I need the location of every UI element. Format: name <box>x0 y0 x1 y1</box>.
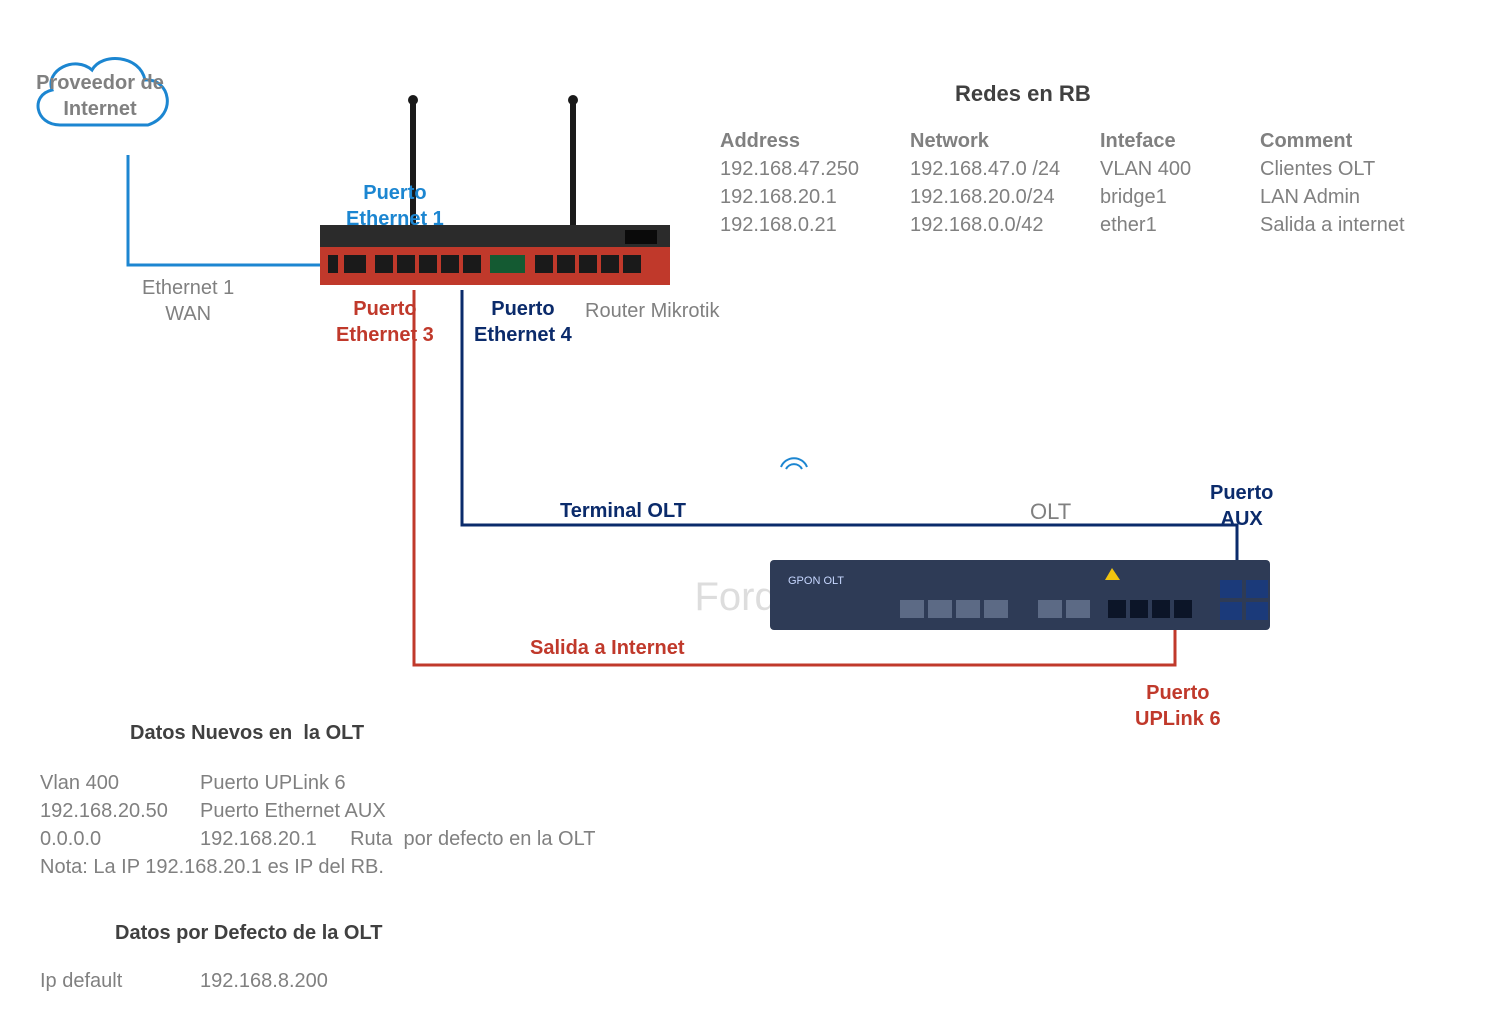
dn-cell: 0.0.0.0 <box>40 826 101 852</box>
router-name-label: Router Mikrotik <box>585 298 719 324</box>
rb-cell: LAN Admin <box>1260 184 1360 210</box>
dn-cell: 192.168.20.1 Ruta por defecto en la OLT <box>200 826 595 852</box>
rb-cell: 192.168.47.250 <box>720 156 859 182</box>
watermark-prefix: Ford <box>694 575 776 619</box>
rb-cell: 192.168.0.0/42 <box>910 212 1043 238</box>
port-label-uplink6: Puerto UPLink 6 <box>1135 680 1221 732</box>
dn-nota: Nota: La IP 192.168.20.1 es IP del RB. <box>40 854 384 880</box>
router-device <box>320 225 670 285</box>
dn-cell: Puerto UPLink 6 <box>200 770 346 796</box>
rb-col-header: Network <box>910 128 989 154</box>
rb-cell: 192.168.20.1 <box>720 184 837 210</box>
olt-name-label: OLT <box>1030 498 1071 527</box>
port-label-eth1: Puerto Ethernet 1 <box>346 180 444 232</box>
redes-rb-title: Redes en RB <box>955 80 1091 109</box>
rb-cell: 192.168.20.0/24 <box>910 184 1055 210</box>
dd-cell: Ip default <box>40 968 122 994</box>
dn-cell: Vlan 400 <box>40 770 119 796</box>
rb-cell: Salida a internet <box>1260 212 1405 238</box>
rb-cell: Clientes OLT <box>1260 156 1375 182</box>
rb-cell: VLAN 400 <box>1100 156 1191 182</box>
rb-col-header: Address <box>720 128 800 154</box>
rb-cell: 192.168.47.0 /24 <box>910 156 1060 182</box>
port-label-eth3: Puerto Ethernet 3 <box>336 296 434 348</box>
link-label-salida-internet: Salida a Internet <box>530 635 685 661</box>
olt-device-label: GPON OLT <box>788 575 844 587</box>
rb-cell: ether1 <box>1100 212 1157 238</box>
olt-device: GPON OLT <box>770 560 1270 630</box>
rb-cell: bridge1 <box>1100 184 1167 210</box>
cloud-icon: Proveedor de Internet <box>20 40 180 150</box>
link-label-terminal-olt: Terminal OLT <box>560 498 686 524</box>
diagram-stage: Proveedor de Internet <box>0 0 1500 1031</box>
port-label-wan: Ethernet 1 WAN <box>142 275 234 327</box>
rb-col-header: Inteface <box>1100 128 1176 154</box>
port-label-eth4: Puerto Ethernet 4 <box>474 296 572 348</box>
dn-cell: Puerto Ethernet AUX <box>200 798 386 824</box>
dn-cell: 192.168.20.50 <box>40 798 168 824</box>
port-label-aux: Puerto AUX <box>1210 480 1273 532</box>
rb-cell: 192.168.0.21 <box>720 212 837 238</box>
datos-nuevos-title: Datos Nuevos en la OLT <box>130 720 364 746</box>
datos-defecto-title: Datos por Defecto de la OLT <box>115 920 382 946</box>
dd-cell: 192.168.8.200 <box>200 968 328 994</box>
cloud-label: Proveedor de Internet <box>20 70 180 122</box>
rb-col-header: Comment <box>1260 128 1352 154</box>
